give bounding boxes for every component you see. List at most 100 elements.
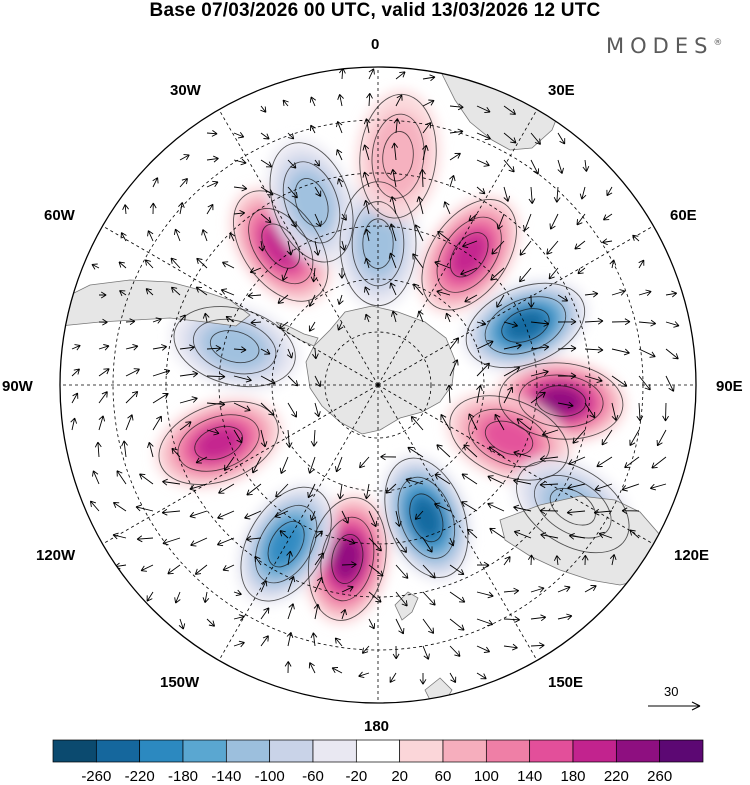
wind-arrow bbox=[422, 99, 435, 107]
wind-arrow bbox=[362, 171, 370, 188]
wind-arrow bbox=[395, 591, 408, 607]
wind-arrow bbox=[557, 345, 577, 352]
wind-arrow bbox=[421, 144, 429, 161]
wind-arrow bbox=[368, 564, 384, 577]
lon-label-30e: 30E bbox=[548, 82, 575, 99]
wind-arrow bbox=[152, 344, 167, 351]
wind-arrow bbox=[519, 267, 532, 283]
wind-arrow bbox=[527, 554, 535, 566]
wind-arrow bbox=[118, 261, 127, 269]
wind-arrow bbox=[476, 645, 491, 653]
wind-arrow bbox=[307, 456, 316, 474]
wind-arrow bbox=[557, 401, 574, 409]
wind-arrow bbox=[206, 203, 214, 215]
wind-arrow bbox=[368, 510, 378, 528]
wind-arrow bbox=[392, 645, 400, 660]
wind-arrow bbox=[139, 473, 154, 485]
wind-arrow bbox=[436, 289, 451, 296]
wind-arrow bbox=[310, 267, 318, 283]
wind-arrow bbox=[287, 375, 299, 387]
wind-arrow bbox=[569, 532, 586, 540]
wind-arrow bbox=[496, 213, 505, 230]
wind-arrow bbox=[309, 96, 317, 107]
wind-arrow bbox=[557, 294, 569, 302]
wind-arrow bbox=[125, 414, 134, 431]
wind-arrow bbox=[314, 213, 322, 227]
wind-arrow bbox=[364, 286, 371, 296]
contour-line bbox=[158, 401, 279, 485]
wind-arrow bbox=[602, 238, 613, 246]
wind-arrow bbox=[602, 213, 613, 221]
wind-arrow bbox=[460, 267, 478, 276]
wind-arrow bbox=[407, 446, 424, 458]
wind-arrow bbox=[287, 213, 297, 228]
wind-arrow bbox=[314, 186, 322, 197]
wind-arrow bbox=[557, 132, 566, 145]
wind-arrow bbox=[314, 375, 322, 387]
wind-arrow bbox=[89, 500, 100, 512]
wind-arrow bbox=[395, 618, 405, 635]
wind-arrow bbox=[410, 415, 424, 431]
wind-arrow bbox=[395, 537, 407, 554]
longitude-line bbox=[102, 225, 379, 386]
wind-arrow bbox=[449, 174, 456, 188]
wind-arrow bbox=[476, 362, 490, 377]
wind-arrow bbox=[206, 618, 216, 627]
wind-arrow bbox=[503, 366, 521, 377]
wind-arrow bbox=[149, 202, 157, 215]
wind-arrow bbox=[336, 121, 343, 134]
wind-arrow bbox=[466, 528, 478, 539]
wind-arrow bbox=[527, 294, 535, 308]
wind-arrow bbox=[314, 530, 323, 539]
wind-arrow bbox=[260, 635, 269, 647]
wind-arrow bbox=[584, 585, 597, 593]
wind-arrow bbox=[314, 576, 323, 593]
wind-arrow bbox=[412, 253, 424, 269]
wind-arrow bbox=[503, 616, 520, 623]
contour-line bbox=[501, 308, 550, 343]
colorbar-swatch bbox=[95, 739, 141, 763]
wind-arrow bbox=[548, 267, 559, 280]
wind-arrow bbox=[284, 661, 292, 674]
wind-arrow bbox=[334, 637, 343, 647]
wind-arrow bbox=[503, 643, 518, 651]
wind-arrow bbox=[341, 561, 357, 568]
vector-reference-arrow bbox=[648, 701, 701, 711]
wind-arrow bbox=[279, 456, 289, 474]
lon-label-60e: 60E bbox=[670, 207, 697, 224]
wind-arrow bbox=[287, 132, 295, 140]
wind-arrow bbox=[463, 444, 478, 458]
wind-arrow bbox=[385, 483, 397, 494]
anomaly-center bbox=[154, 397, 283, 489]
contour-line bbox=[177, 414, 260, 472]
wind-arrow bbox=[476, 159, 490, 167]
contour-line bbox=[397, 476, 456, 559]
wind-arrow bbox=[135, 504, 154, 512]
wind-arrow bbox=[476, 561, 490, 569]
wind-arrow bbox=[196, 257, 208, 269]
wind-arrow bbox=[310, 124, 316, 134]
wind-arrow bbox=[422, 122, 432, 134]
wind-arrow bbox=[368, 537, 382, 552]
wind-arrow bbox=[593, 508, 613, 516]
wind-arrow bbox=[251, 456, 262, 474]
wind-arrow bbox=[632, 234, 640, 242]
longitude-line bbox=[377, 109, 538, 386]
wind-arrow bbox=[665, 321, 680, 328]
wind-arrow bbox=[584, 375, 603, 384]
wind-arrow bbox=[416, 196, 424, 215]
wind-arrow bbox=[419, 169, 426, 188]
wind-arrow bbox=[147, 441, 154, 458]
wind-arrow bbox=[496, 294, 505, 308]
wind-arrow bbox=[395, 510, 402, 527]
wind-arrow bbox=[233, 429, 243, 444]
wind-arrow bbox=[476, 618, 494, 627]
wind-arrow bbox=[389, 196, 397, 215]
longitude-line bbox=[377, 384, 538, 661]
wind-arrow bbox=[189, 510, 208, 519]
wind-arrow bbox=[503, 386, 514, 404]
wind-arrow bbox=[260, 429, 268, 448]
wind-arrow bbox=[414, 510, 424, 520]
wind-arrow bbox=[540, 532, 559, 539]
wind-arrow bbox=[422, 74, 436, 82]
